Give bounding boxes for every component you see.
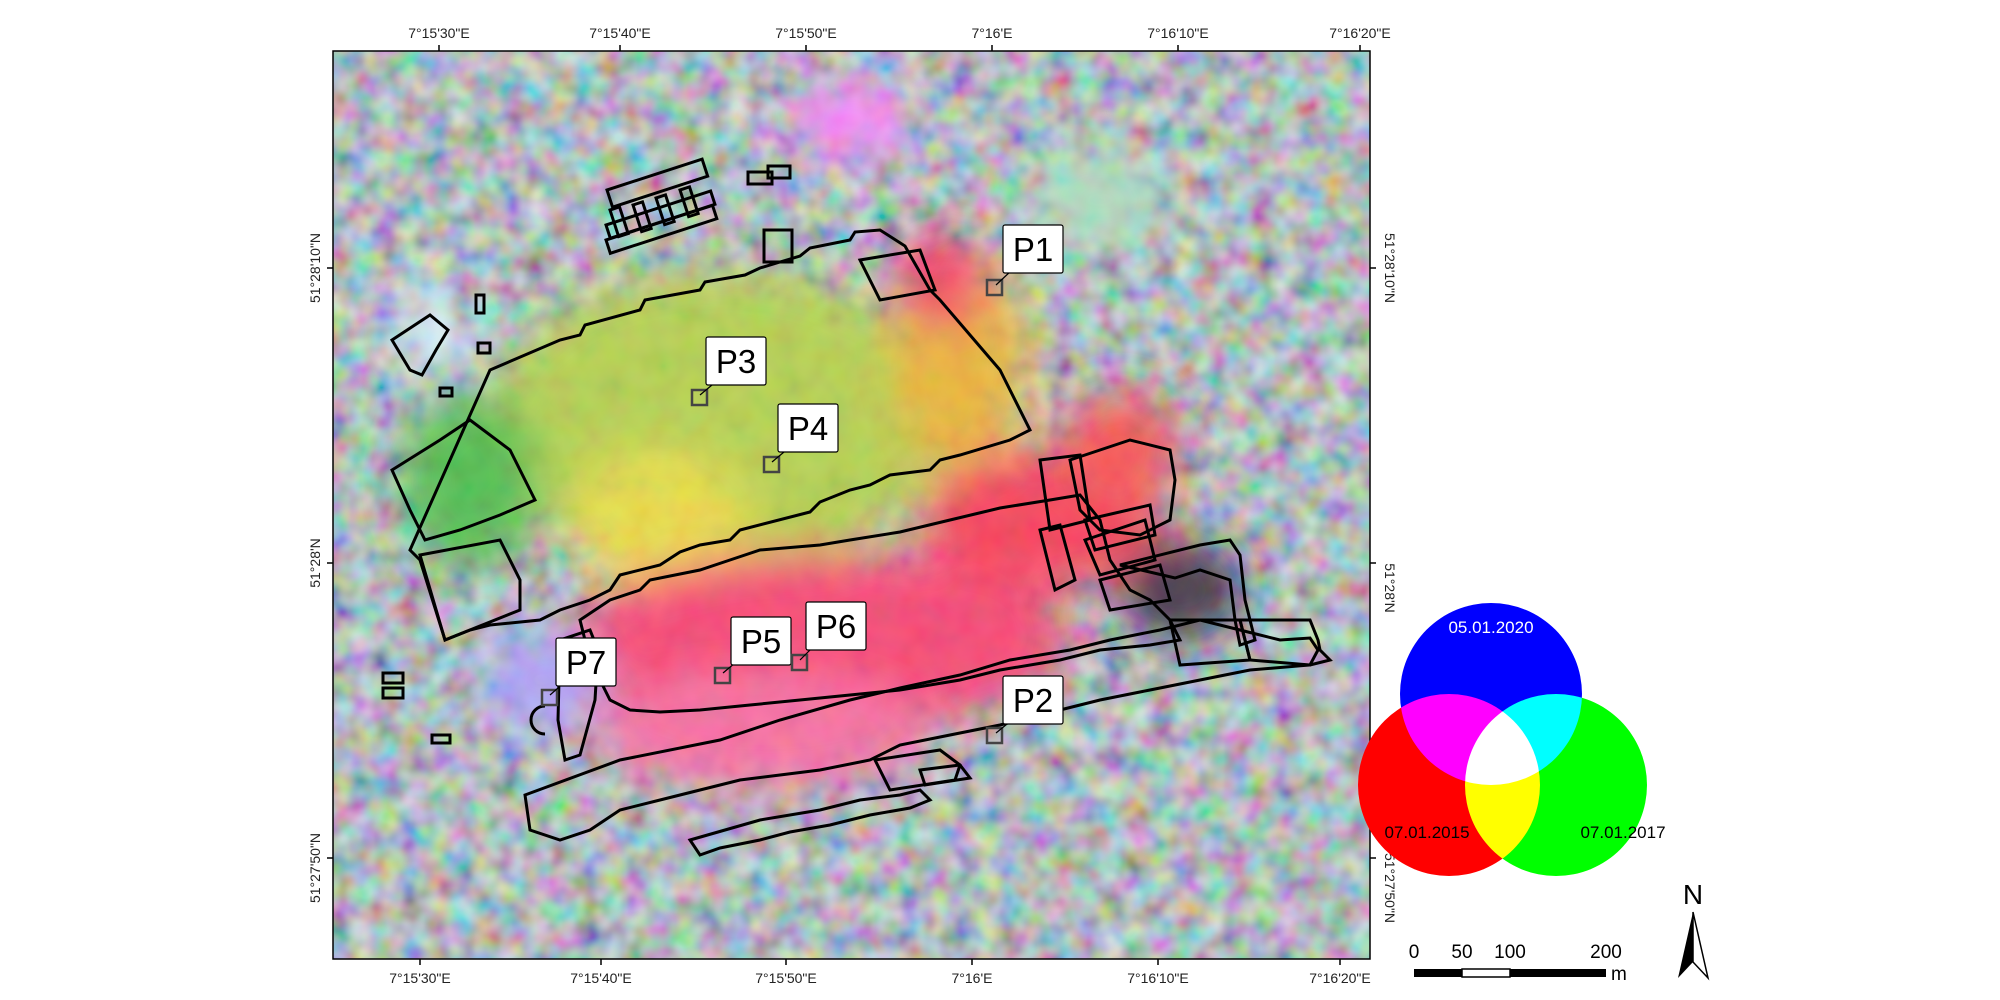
point-p3: P3 — [690, 336, 767, 407]
left-tick-label: 51°28'10"N — [307, 233, 323, 303]
point-p6: P6 — [790, 601, 867, 672]
point-label: P3 — [716, 343, 756, 380]
venn-green-label: 07.01.2017 — [1580, 823, 1665, 842]
point-p4: P4 — [762, 403, 839, 474]
venn-green-circle — [1465, 694, 1647, 876]
point-p1: P1 — [985, 224, 1064, 297]
top-tick-label: 7°16'20"E — [1329, 25, 1391, 41]
scale-unit: m — [1611, 964, 1627, 985]
scale-label: 0 — [1409, 942, 1420, 963]
top-tick-labels: 7°15'30"E 7°15'40"E 7°15'50"E 7°16'E 7°1… — [408, 25, 1391, 41]
top-tick-label: 7°16'10"E — [1147, 25, 1209, 41]
right-tick-label: 51°28'N — [1382, 563, 1398, 613]
scale-label: 100 — [1494, 942, 1526, 963]
point-markers: P1 P2 P3 P4 P5 P6 P7 — [540, 224, 1064, 745]
left-tick-label: 51°27'50"N — [307, 833, 323, 903]
scale-bar: 0 50 100 200 m — [1409, 942, 1627, 985]
point-marker — [690, 388, 709, 407]
top-tick-label: 7°15'30"E — [408, 25, 470, 41]
point-label: P1 — [1013, 231, 1053, 268]
venn-red-label: 07.01.2015 — [1384, 823, 1469, 842]
right-tick-labels: 51°28'10"N 51°28'N 51°27'50"N — [1382, 233, 1398, 923]
scale-label: 50 — [1451, 942, 1472, 963]
point-label: P4 — [788, 410, 828, 447]
bottom-tick-label: 7°15'30"E — [389, 970, 451, 986]
north-arrow-icon: N — [1678, 879, 1710, 981]
right-tick-label: 51°27'50"N — [1382, 853, 1398, 923]
point-label: P5 — [741, 623, 781, 660]
bottom-tick-label: 7°16'E — [952, 970, 993, 986]
top-tick-label: 7°15'40"E — [589, 25, 651, 41]
point-marker — [985, 278, 1004, 297]
point-p2: P2 — [985, 675, 1064, 745]
bottom-tick-label: 7°15'40"E — [570, 970, 632, 986]
point-marker — [985, 726, 1004, 745]
venn-blue-label: 05.01.2020 — [1448, 618, 1533, 637]
left-tick-labels: 51°28'10"N 51°28'N 51°27'50"N — [307, 233, 323, 903]
point-marker — [790, 653, 809, 672]
point-marker — [762, 455, 781, 474]
point-p5: P5 — [713, 616, 792, 685]
map-frame — [332, 50, 1371, 960]
point-label: P2 — [1013, 682, 1053, 719]
building-outlines — [381, 157, 1333, 857]
scale-label: 200 — [1590, 942, 1622, 963]
bottom-tick-label: 7°15'50"E — [755, 970, 817, 986]
point-label: P7 — [566, 644, 606, 681]
point-marker — [713, 666, 732, 685]
left-tick-label: 51°28'N — [307, 538, 323, 588]
top-tick-label: 7°15'50"E — [775, 25, 837, 41]
right-tick-label: 51°28'10"N — [1382, 233, 1398, 303]
bottom-tick-labels: 7°15'30"E 7°15'40"E 7°15'50"E 7°16'E 7°1… — [389, 970, 1371, 986]
bottom-tick-label: 7°16'10"E — [1127, 970, 1189, 986]
top-tick-label: 7°16'E — [972, 25, 1013, 41]
frame-ticks — [327, 45, 1376, 965]
sar-image — [333, 51, 1370, 959]
rgb-venn-legend: 05.01.2020 07.01.2015 07.01.2017 — [1358, 603, 1666, 876]
point-label: P6 — [816, 608, 856, 645]
bottom-tick-label: 7°16'20"E — [1309, 970, 1371, 986]
point-p7: P7 — [540, 637, 617, 707]
point-marker — [540, 688, 559, 707]
north-label: N — [1683, 879, 1703, 910]
